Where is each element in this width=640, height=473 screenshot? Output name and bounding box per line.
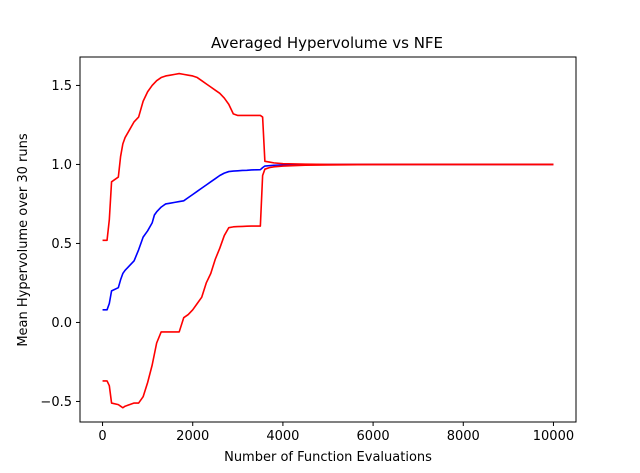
x-tick-label: 2000: [176, 429, 209, 444]
x-tick-label: 8000: [447, 429, 480, 444]
y-tick-label: −0.5: [40, 395, 72, 410]
x-tick-label: 0: [98, 429, 106, 444]
y-tick-label: 1.0: [51, 158, 72, 173]
x-axis-ticks: 0 2000 4000 6000 8000 10000: [98, 422, 574, 444]
x-tick-label: 4000: [266, 429, 299, 444]
y-tick-label: 1.5: [51, 79, 72, 94]
y-tick-label: 0.5: [51, 237, 72, 252]
series-line-mean: [102, 163, 554, 311]
series-layer: [102, 72, 554, 409]
y-axis-label: Mean Hypervolume over 30 runs: [16, 133, 31, 347]
x-tick-label: 10000: [533, 429, 574, 444]
x-tick-label: 6000: [357, 429, 390, 444]
series-line-upper: [102, 72, 554, 242]
y-tick-label: 0.0: [51, 316, 72, 331]
y-axis-ticks: −0.5 0.0 0.5 1.0 1.5: [40, 79, 80, 410]
series-line-lower: [102, 163, 554, 409]
plot-area: [79, 56, 577, 423]
plot-frame: [79, 56, 577, 423]
x-axis-label: Number of Function Evaluations: [224, 450, 432, 465]
chart-title: Averaged Hypervolume vs NFE: [211, 34, 443, 52]
